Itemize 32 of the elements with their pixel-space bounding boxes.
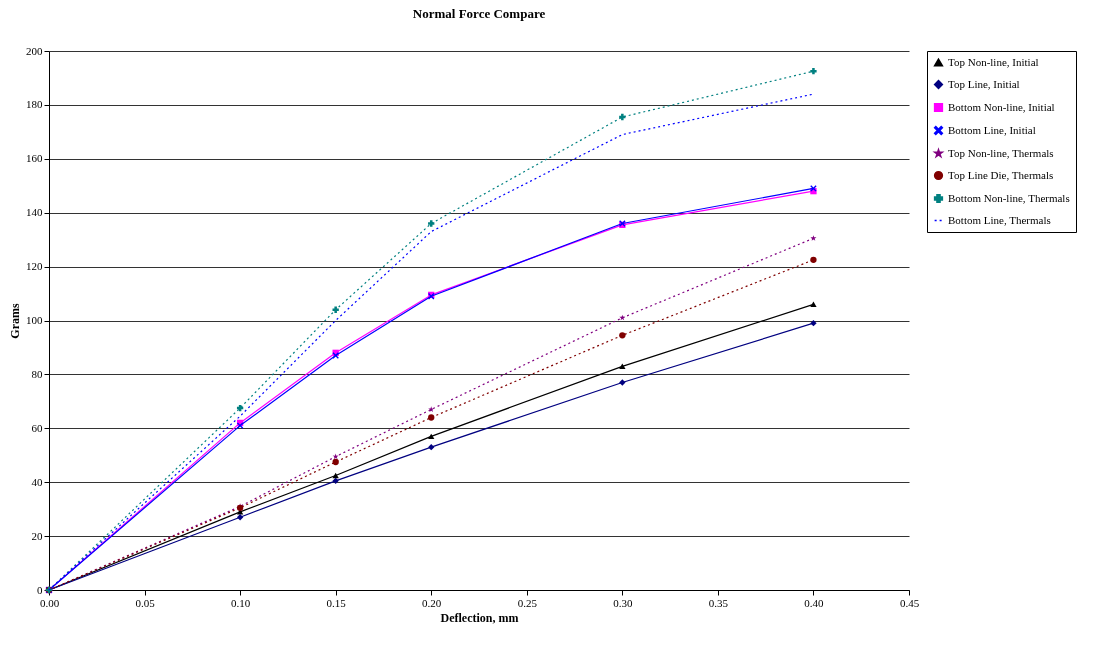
x-tick-label: 0.10 (230, 596, 251, 609)
x-tick-label: 0.20 (422, 596, 442, 609)
legend-label: Bottom Non-line, Thermals (948, 191, 1070, 204)
x-tick-label: 0.00 (39, 596, 60, 609)
y-tick-label: 200 (26, 44, 43, 57)
x-tick-label: 0.25 (517, 596, 538, 609)
y-tick-label: 40 (31, 475, 43, 488)
legend-label: Bottom Non-line, Initial (948, 100, 1055, 113)
y-tick-label: 180 (26, 98, 43, 111)
x-tick-label: 0.30 (613, 596, 633, 609)
y-tick-label: 100 (26, 314, 43, 326)
y-axis-title: Grams (8, 303, 22, 339)
x-tick-label: 0.45 (899, 596, 920, 609)
y-tick-label: 160 (26, 152, 43, 165)
y-tick-label: 0 (37, 583, 43, 596)
x-tick-label: 0.15 (326, 596, 347, 609)
x-tick-label: 0.05 (135, 596, 156, 609)
legend-label: Top Non-line, Initial (948, 55, 1039, 68)
x-axis-title: Deflection, mm (440, 610, 519, 625)
y-tick-label: 60 (31, 421, 43, 434)
legend-label: Top Line Die, Thermals (948, 168, 1054, 181)
legend-label: Bottom Line, Thermals (948, 213, 1051, 226)
chart-title: Normal Force Compare (412, 6, 546, 21)
y-tick-label: 140 (26, 206, 43, 219)
x-tick-label: 0.40 (804, 596, 825, 609)
x-tick-label: 0.35 (708, 596, 729, 609)
legend-label: Top Line, Initial (948, 77, 1020, 90)
y-tick-label: 80 (31, 367, 43, 380)
legend-label: Bottom Line, Initial (948, 123, 1036, 136)
y-tick-label: 120 (26, 260, 43, 273)
y-tick-label: 20 (31, 529, 43, 542)
legend-label: Top Non-line, Thermals (948, 146, 1054, 159)
